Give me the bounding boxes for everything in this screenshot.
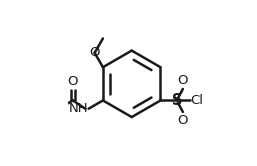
Text: O: O xyxy=(68,75,78,88)
Text: NH: NH xyxy=(68,102,88,115)
Text: O: O xyxy=(178,114,188,127)
Text: S: S xyxy=(172,93,183,108)
Text: O: O xyxy=(178,74,188,87)
Text: O: O xyxy=(89,46,100,59)
Text: Cl: Cl xyxy=(190,94,204,107)
